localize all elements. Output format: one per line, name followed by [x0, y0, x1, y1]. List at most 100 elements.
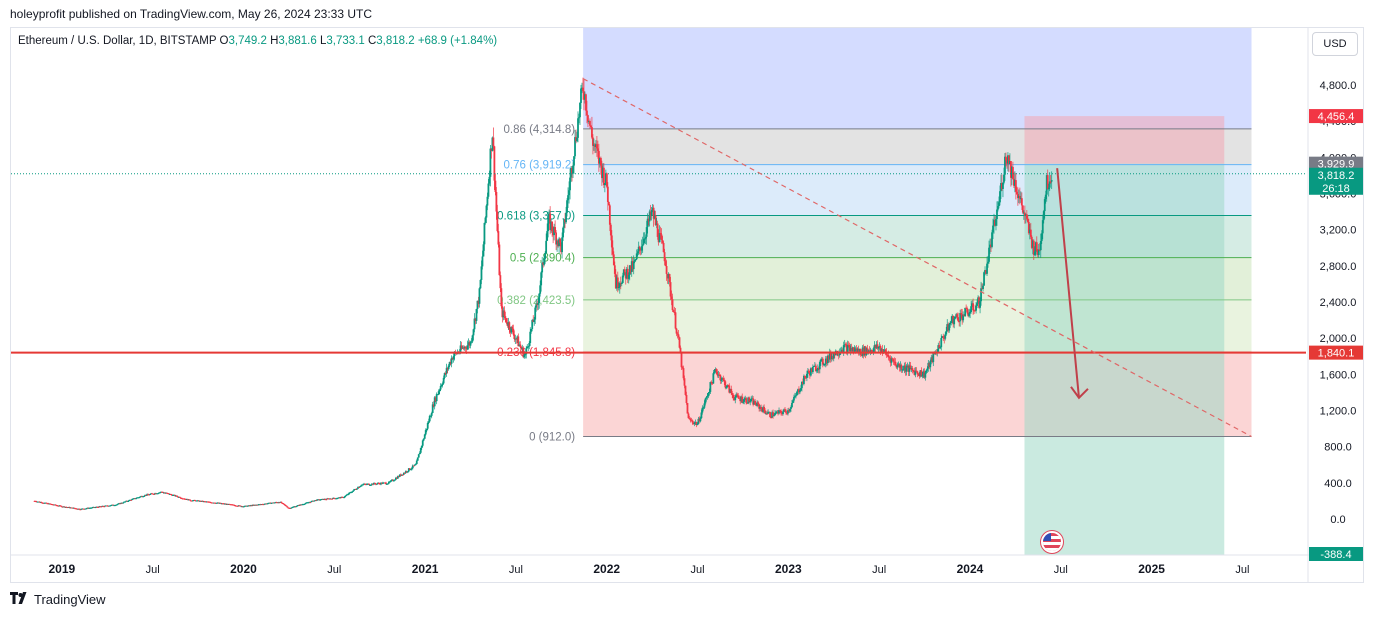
- candle-body: [396, 476, 399, 479]
- candle-body: [505, 318, 508, 323]
- candle-body: [147, 494, 149, 496]
- candle-body: [978, 297, 980, 308]
- candle-body: [842, 345, 845, 352]
- candle-body: [653, 215, 656, 219]
- candle-body: [352, 490, 354, 492]
- candle-body: [354, 489, 356, 491]
- candle-body: [755, 404, 758, 406]
- candle-body: [741, 396, 744, 403]
- candle-body: [853, 349, 856, 352]
- candle-body: [868, 350, 871, 352]
- candle-body: [231, 504, 234, 506]
- candle-body: [997, 206, 999, 210]
- candle-body: [948, 324, 951, 331]
- candle-body: [793, 396, 795, 401]
- candle-body: [450, 357, 453, 364]
- candle-body: [392, 480, 395, 482]
- candle-body: [553, 227, 556, 236]
- candle-body: [1020, 198, 1023, 206]
- candle-body: [167, 493, 169, 495]
- candle-body: [645, 227, 648, 237]
- candle-body: [704, 398, 707, 404]
- candle-body: [36, 501, 39, 503]
- candle-body: [585, 94, 587, 111]
- candle-body: [660, 234, 663, 241]
- candle-body: [697, 418, 700, 424]
- candle-body: [491, 137, 494, 151]
- candle-body: [200, 500, 203, 502]
- candle-body: [513, 334, 516, 340]
- candle-body: [672, 310, 675, 313]
- candle-body: [636, 251, 639, 254]
- candle-body: [48, 503, 51, 505]
- candle-body: [549, 213, 552, 231]
- candle-body: [1037, 249, 1040, 256]
- candle-body: [202, 501, 205, 503]
- candle-body: [626, 268, 629, 279]
- candle-body: [215, 502, 218, 504]
- tradingview-brand[interactable]: TradingView: [10, 592, 106, 607]
- candle-body: [383, 482, 385, 484]
- candle-body: [862, 347, 865, 356]
- candle-body: [900, 365, 903, 370]
- candle-body: [401, 474, 404, 476]
- candle-body: [103, 506, 106, 508]
- candle-body: [363, 483, 365, 485]
- candle-body: [915, 370, 918, 372]
- candle-body: [439, 385, 442, 390]
- candle-body: [435, 394, 438, 402]
- candle-body: [82, 508, 85, 510]
- candle-body: [298, 504, 301, 506]
- candle-body: [267, 502, 270, 504]
- candle-body: [598, 157, 601, 164]
- candle-body: [355, 489, 357, 491]
- candle-body: [427, 421, 430, 424]
- candle-body: [888, 357, 891, 359]
- open-value: 3,749.2: [228, 35, 267, 47]
- candle-body: [271, 502, 274, 504]
- candle-body: [833, 353, 836, 356]
- candle-body: [459, 345, 462, 352]
- candle-body: [773, 415, 775, 417]
- candle-body: [291, 506, 294, 508]
- candle-body: [866, 348, 869, 352]
- candle-body: [296, 505, 299, 507]
- candle-body: [558, 238, 560, 247]
- candle-body: [99, 506, 102, 508]
- currency-button[interactable]: USD: [1312, 32, 1358, 56]
- candle-body: [377, 483, 379, 485]
- candle-body: [288, 507, 291, 509]
- candle-body: [809, 368, 812, 376]
- candle-body: [663, 252, 666, 262]
- candle-body: [557, 240, 559, 247]
- y-tick-label: 1,600.0: [1320, 369, 1357, 381]
- candle-body: [221, 503, 224, 505]
- candle-body: [763, 407, 766, 411]
- candle-body: [815, 370, 818, 372]
- candle-body: [429, 415, 432, 417]
- candle-body: [886, 354, 889, 356]
- us-flag-event-icon[interactable]: [1041, 531, 1063, 553]
- candle-body: [690, 420, 693, 422]
- candle-body: [713, 372, 716, 374]
- x-tick-label: 2024: [957, 562, 984, 576]
- candle-body: [499, 275, 502, 289]
- candle-body: [984, 270, 986, 273]
- candle-body: [527, 346, 530, 348]
- candle-body: [1050, 180, 1053, 182]
- tradingview-logo-icon: [10, 592, 30, 607]
- candle-body: [757, 402, 760, 405]
- candle-body: [341, 496, 344, 498]
- candle-body: [861, 347, 864, 356]
- candle-body: [767, 412, 769, 414]
- candle-body: [736, 394, 739, 396]
- candle-body: [65, 506, 68, 508]
- candle-body: [596, 144, 598, 149]
- candle-body: [819, 359, 822, 362]
- symbol-name[interactable]: Ethereum / U.S. Dollar, 1D, BITSTAMP: [18, 35, 217, 47]
- candle-body: [448, 362, 451, 366]
- chart-frame[interactable]: [10, 27, 1364, 583]
- candle-body: [212, 502, 215, 504]
- candle-body: [438, 389, 441, 392]
